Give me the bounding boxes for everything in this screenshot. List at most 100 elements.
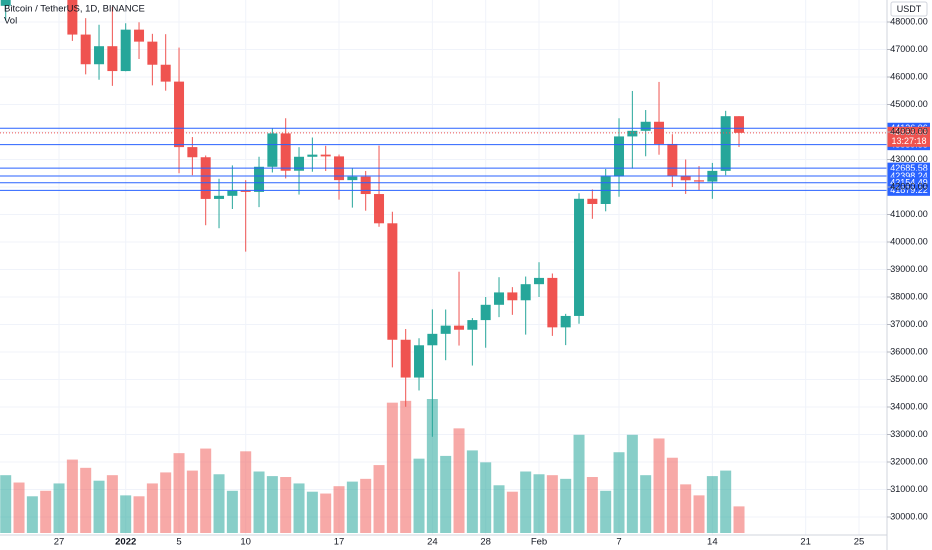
candles xyxy=(0,0,745,437)
y-tick-label: 36000.00 xyxy=(890,346,928,356)
y-tick-label: 38000.00 xyxy=(890,291,928,301)
volume-bar xyxy=(466,450,478,533)
y-tick-label: 37000.00 xyxy=(890,319,928,329)
candle-body xyxy=(454,325,465,330)
y-tick-label: 31000.00 xyxy=(890,484,928,494)
y-tick-label: 42000.00 xyxy=(890,181,928,191)
last-price-label: 43969.99 xyxy=(890,127,928,137)
x-tick-label: 21 xyxy=(800,537,811,548)
volume-bar xyxy=(626,434,638,533)
y-tick-label: 39000.00 xyxy=(890,264,928,274)
candle-body xyxy=(694,180,705,182)
volume-bar xyxy=(733,506,745,533)
y-tick-label: 44000.00 xyxy=(890,126,928,136)
candle-body xyxy=(120,29,131,72)
candle-body xyxy=(294,156,305,171)
volume-bar xyxy=(293,483,305,533)
volume-bar xyxy=(253,471,265,533)
candle-body xyxy=(200,157,211,199)
volume-bar xyxy=(133,496,145,533)
y-tick-label: 30000.00 xyxy=(890,511,928,521)
candle-body xyxy=(80,34,91,65)
currency-label[interactable]: USDT xyxy=(897,4,922,14)
level-label-box xyxy=(887,177,930,189)
candle-body xyxy=(640,121,651,131)
candle-body xyxy=(534,277,545,285)
x-tick-label: 25 xyxy=(854,537,865,548)
volume-bar xyxy=(200,448,212,533)
volume-bar xyxy=(146,483,158,533)
candle-body xyxy=(480,304,491,321)
price-axis: 30000.00 31000.00 32000.00 33000.00 34000.00… xyxy=(887,16,928,521)
x-tick-label: 24 xyxy=(427,537,438,548)
volume-bar xyxy=(453,428,465,533)
candle-body xyxy=(147,41,158,65)
level-label: 42398.24 xyxy=(890,171,928,181)
candle-body xyxy=(94,46,105,65)
volume-bar xyxy=(400,400,412,533)
volume-bar xyxy=(613,452,625,533)
volume-bar xyxy=(186,470,198,533)
candle-body xyxy=(507,292,518,301)
y-tick-label: 46000.00 xyxy=(890,71,928,81)
volume-bar xyxy=(506,491,518,533)
volume-bar xyxy=(80,467,92,533)
volume-bar xyxy=(13,482,25,533)
volume-bar xyxy=(93,480,105,533)
volume-bar xyxy=(680,484,692,533)
volume-bar xyxy=(573,434,585,533)
volume-bar xyxy=(240,451,252,533)
volume-bar xyxy=(520,471,532,533)
x-tick-label: 27 xyxy=(54,537,65,548)
volume-bar xyxy=(213,474,225,533)
candle-body xyxy=(187,147,198,158)
candle-body xyxy=(734,116,745,133)
y-tick-label: 33000.00 xyxy=(890,429,928,439)
level-label-box xyxy=(887,184,930,196)
volume-bar xyxy=(426,399,438,533)
y-tick-label: 48000.00 xyxy=(890,16,928,26)
volume-bar xyxy=(640,475,652,533)
volume-bar xyxy=(480,462,492,533)
candle-body xyxy=(467,320,478,330)
x-tick-label: 2022 xyxy=(115,537,136,548)
candle-body xyxy=(387,223,398,340)
level-label: 41879.22 xyxy=(890,185,928,195)
candle-body xyxy=(347,176,358,181)
candle-body xyxy=(627,130,638,137)
volume-bar xyxy=(586,477,598,533)
volume-bar xyxy=(706,476,718,533)
candle-body xyxy=(680,175,691,181)
volume-bar xyxy=(160,472,172,533)
last-price-box xyxy=(887,126,930,147)
candle-body xyxy=(414,345,425,378)
candle-body xyxy=(107,46,118,72)
volume-bar xyxy=(346,481,358,533)
currency-box[interactable] xyxy=(890,1,928,17)
candle-body xyxy=(360,176,371,195)
candle-body xyxy=(520,284,531,301)
x-tick-label: 17 xyxy=(334,537,345,548)
volume-bar xyxy=(320,493,332,533)
y-tick-label: 41000.00 xyxy=(890,209,928,219)
grid xyxy=(0,0,887,535)
volume-bar xyxy=(226,490,238,533)
volume-bar xyxy=(546,475,558,533)
volume-bar xyxy=(600,490,612,533)
level-label: 42685.58 xyxy=(890,163,928,173)
candle-body xyxy=(280,133,291,171)
volume-bar xyxy=(53,483,65,533)
volume-bar xyxy=(360,478,372,533)
candle-body xyxy=(494,292,505,305)
volume-bar xyxy=(720,470,732,533)
volume-bar xyxy=(280,477,292,533)
candle-body xyxy=(320,154,331,157)
level-label-box xyxy=(887,170,930,182)
candle-body xyxy=(440,325,451,334)
candle-body xyxy=(560,315,571,328)
volume-bar xyxy=(693,495,705,533)
volume-bar xyxy=(333,486,345,533)
volume-legend: Vol xyxy=(4,16,17,27)
y-tick-label: 34000.00 xyxy=(890,401,928,411)
